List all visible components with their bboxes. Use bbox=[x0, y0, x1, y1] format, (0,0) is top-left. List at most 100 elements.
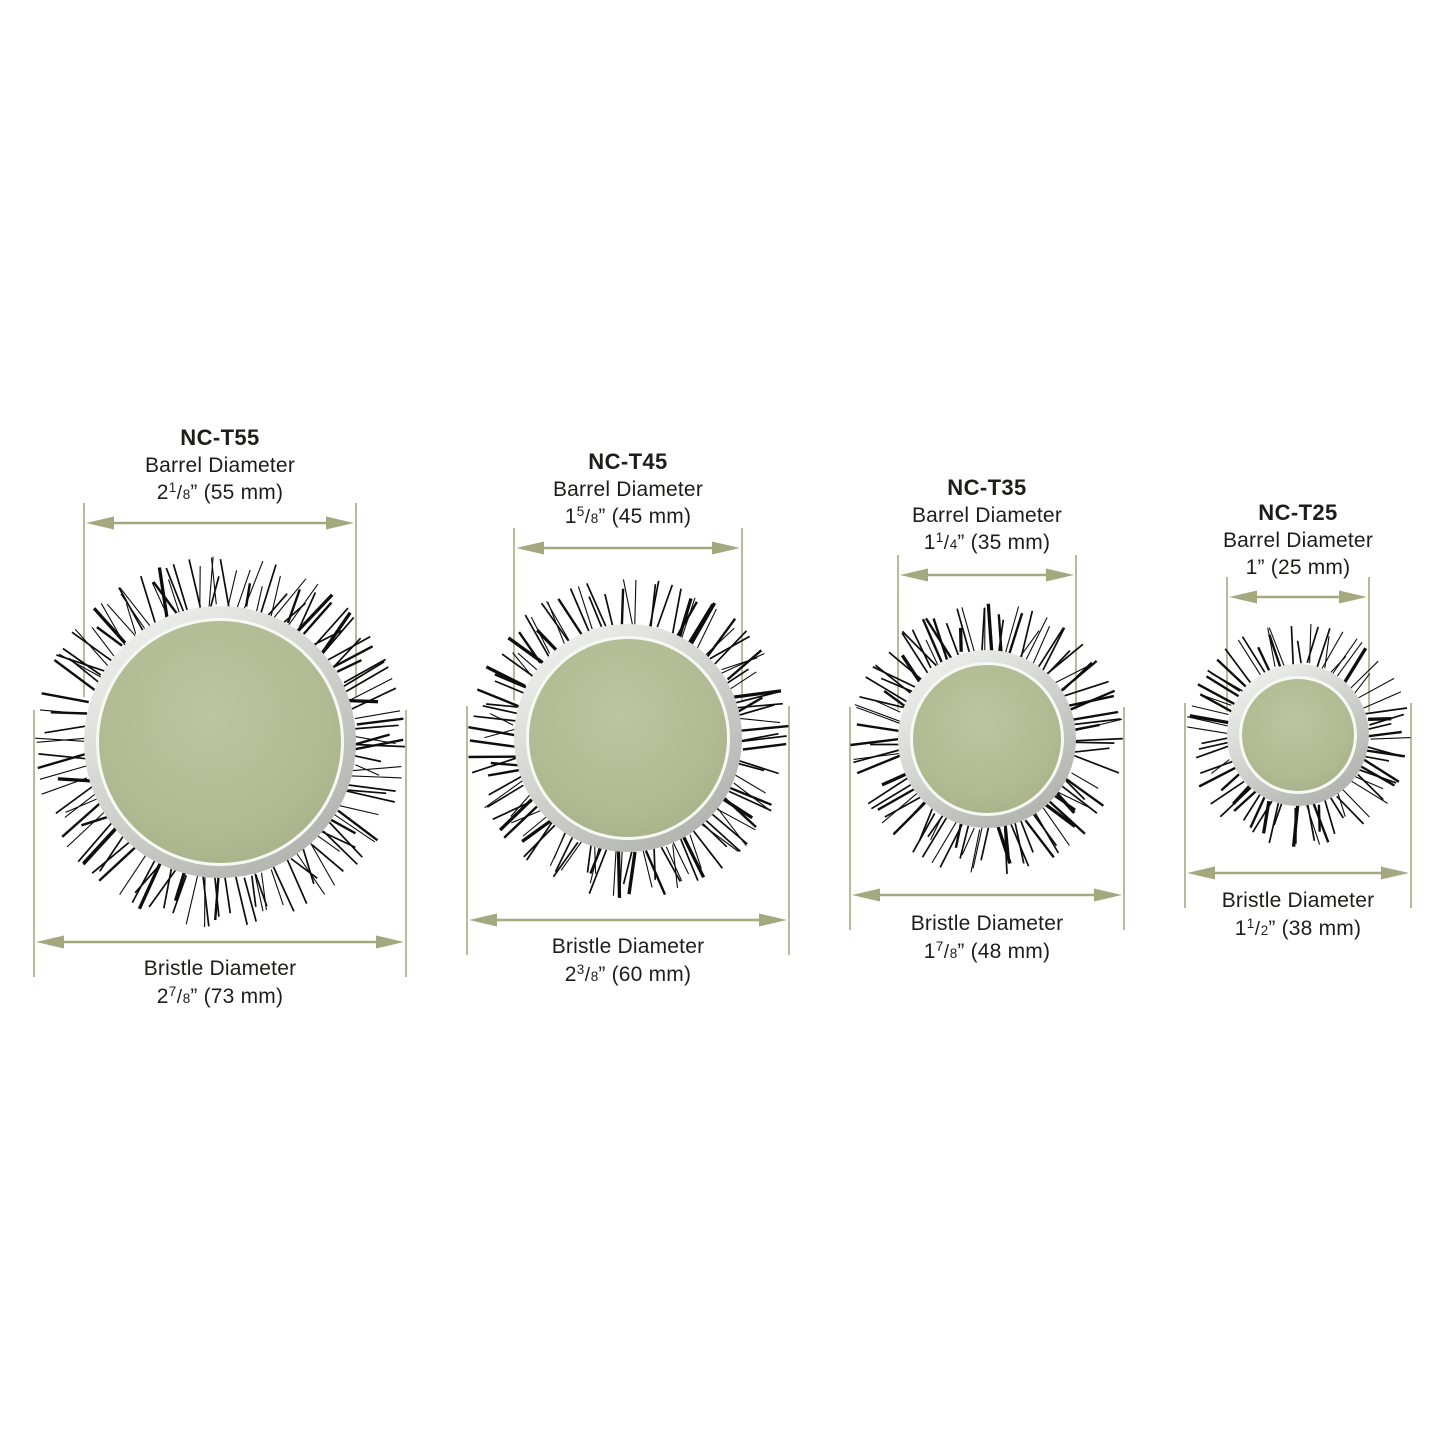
fraction-slash: / bbox=[943, 533, 950, 554]
model-name: NC-T55 bbox=[180, 425, 260, 450]
bristle bbox=[653, 845, 657, 880]
bristle bbox=[918, 808, 934, 841]
bristle bbox=[1211, 759, 1230, 774]
inch-mark: ” bbox=[190, 481, 198, 504]
bristle bbox=[219, 558, 230, 607]
arrowhead-right-icon bbox=[1381, 866, 1409, 880]
fraction-numerator: 1 bbox=[168, 480, 177, 495]
bristle bbox=[118, 587, 147, 637]
bristle bbox=[734, 761, 765, 772]
bristle bbox=[254, 874, 268, 907]
bristle bbox=[57, 777, 95, 783]
bristle bbox=[921, 812, 951, 858]
bristle bbox=[172, 875, 188, 914]
bristle bbox=[1205, 675, 1240, 698]
bristle bbox=[139, 575, 156, 623]
bristle bbox=[856, 723, 900, 733]
fraction-slash: / bbox=[584, 964, 591, 986]
bristle bbox=[1249, 796, 1266, 829]
bristle bbox=[1267, 627, 1276, 667]
bristle-label-block-NC-T35: Bristle Diameter 17/8” (48 mm) bbox=[807, 910, 1167, 967]
bristle bbox=[74, 628, 111, 669]
bristle bbox=[954, 820, 963, 848]
fraction-slash: / bbox=[584, 507, 591, 528]
bristle bbox=[98, 846, 136, 882]
bristle bbox=[872, 666, 917, 689]
bristle bbox=[507, 636, 550, 668]
fraction-numerator: 3 bbox=[576, 961, 585, 977]
barrel-label-block-NC-T45: NC-T45 Barrel Diameter 15/8” (45 mm) bbox=[448, 448, 808, 533]
bristle bbox=[66, 809, 108, 848]
barrel-dimension-arrow bbox=[86, 516, 354, 530]
size-whole: 1 bbox=[564, 505, 577, 528]
bristle bbox=[351, 766, 402, 772]
bristle bbox=[255, 586, 263, 615]
bristle bbox=[152, 581, 178, 614]
bristle bbox=[714, 630, 748, 665]
barrel-diameter-caption: Barrel Diameter bbox=[552, 477, 704, 501]
arrowhead-right-icon bbox=[376, 935, 404, 949]
bristle bbox=[1306, 626, 1320, 664]
bristle bbox=[706, 809, 748, 845]
bristle bbox=[1013, 817, 1025, 864]
bristle bbox=[356, 717, 404, 726]
bristle bbox=[883, 690, 908, 709]
bristle bbox=[888, 651, 926, 684]
bristle bbox=[1041, 800, 1076, 828]
bristle bbox=[1004, 606, 1020, 653]
bristle bbox=[995, 822, 1012, 865]
bristle bbox=[482, 704, 524, 716]
inch-mark: ” bbox=[957, 531, 965, 554]
bristle bbox=[81, 814, 112, 827]
bristle bbox=[945, 622, 961, 659]
bristle bbox=[351, 775, 402, 779]
arrowhead-right-icon bbox=[1046, 568, 1074, 582]
bristle bbox=[733, 758, 779, 775]
arrowhead-left-icon bbox=[469, 913, 497, 927]
bristle bbox=[1329, 638, 1358, 678]
bristle bbox=[82, 822, 121, 865]
barrel-size-value: 1” (25 mm) bbox=[1118, 554, 1445, 582]
bristle bbox=[634, 579, 637, 632]
bristle bbox=[739, 735, 787, 743]
bristle bbox=[1060, 774, 1105, 807]
bristle bbox=[1074, 741, 1115, 744]
bristle bbox=[560, 835, 586, 871]
bristle bbox=[577, 586, 593, 630]
fraction-slash: / bbox=[1254, 918, 1261, 940]
bristle bbox=[1358, 677, 1395, 699]
bristle bbox=[244, 583, 252, 607]
barrel-ring bbox=[1227, 664, 1369, 806]
bristle bbox=[106, 603, 137, 637]
bristle bbox=[1242, 792, 1262, 821]
bristle bbox=[77, 818, 116, 863]
bristle bbox=[41, 777, 88, 795]
bristle bbox=[250, 875, 257, 907]
bristle bbox=[325, 635, 371, 662]
bristle bbox=[660, 846, 682, 882]
bristle bbox=[522, 815, 548, 837]
size-whole: 1 bbox=[1245, 556, 1258, 579]
bristle bbox=[728, 790, 772, 812]
bristle bbox=[1187, 726, 1234, 735]
bristle bbox=[1314, 628, 1331, 672]
fraction-numerator: 7 bbox=[168, 983, 177, 999]
bristle bbox=[302, 848, 315, 885]
bristle bbox=[1042, 627, 1066, 671]
bristle bbox=[1072, 747, 1110, 754]
bristle bbox=[733, 689, 782, 699]
bristle bbox=[1354, 673, 1371, 694]
bristle bbox=[485, 665, 526, 688]
metric-size: (48 mm) bbox=[970, 939, 1051, 963]
bristle bbox=[622, 579, 634, 627]
barrel-dimension-arrow bbox=[1229, 590, 1367, 604]
inch-mark: ” bbox=[598, 505, 606, 528]
bristle bbox=[327, 820, 363, 858]
bristle bbox=[859, 695, 904, 709]
arrowhead-left-icon bbox=[516, 541, 544, 555]
bristle bbox=[588, 596, 603, 628]
size-whole: 1 bbox=[1234, 916, 1247, 940]
bristle bbox=[678, 835, 699, 882]
bristle bbox=[62, 647, 102, 676]
bristle bbox=[1318, 631, 1344, 674]
